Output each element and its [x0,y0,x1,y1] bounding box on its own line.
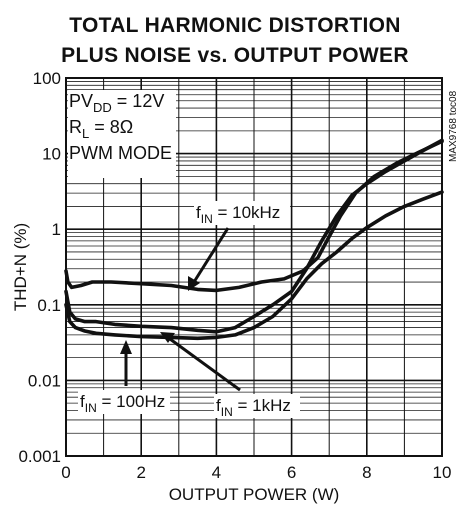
annotation-bg-1khz [214,394,300,418]
plot-frame [65,77,443,457]
x-tick-label: 0 [61,463,70,482]
arrowhead-10khz [188,276,200,291]
x-tick-label: 10 [433,463,452,482]
x-tick-label: 4 [212,463,221,482]
x-tick-label: 2 [136,463,145,482]
annotation-bg-10khz [194,201,290,225]
x-tick-label: 6 [287,463,296,482]
annotation-bg-100hz [78,390,170,414]
chart-title-line2: PLUS NOISE vs. OUTPUT POWER [61,44,409,67]
arrowhead-100hz [120,340,132,354]
series-line-100Hz [64,190,444,341]
condition-label-1: RL = 8Ω [69,117,133,141]
y-tick-label: 0.01 [28,371,61,390]
y-tick-label: 0.1 [37,296,61,315]
arrowhead-1khz [160,332,175,343]
y-tick-label: 100 [33,69,61,88]
annotation-100hz: fIN = 100Hz [80,392,165,415]
arrow-10khz [192,227,230,283]
series-line-1kHz [64,138,444,334]
condition-label-0: PVDD = 12V [69,91,164,115]
y-axis-label: THD+N (%) [11,223,30,311]
chart-title-line1: TOTAL HARMONIC DISTORTION [69,14,401,37]
y-tick-label: 0.001 [18,447,61,466]
x-axis-label: OUTPUT POWER (W) [169,485,340,504]
y-tick-label: 10 [42,145,61,164]
x-tick-label: 8 [362,463,371,482]
condition-label-2: PWM MODE [69,143,172,163]
annotation-1khz: fIN = 1kHz [216,396,291,419]
annotation-10khz: fIN = 10kHz [196,203,280,226]
figure-id: MAX9768 toc08 [448,90,459,162]
y-tick-label: 1 [52,220,61,239]
conditions-box [68,90,176,178]
arrow-1khz [169,337,241,392]
